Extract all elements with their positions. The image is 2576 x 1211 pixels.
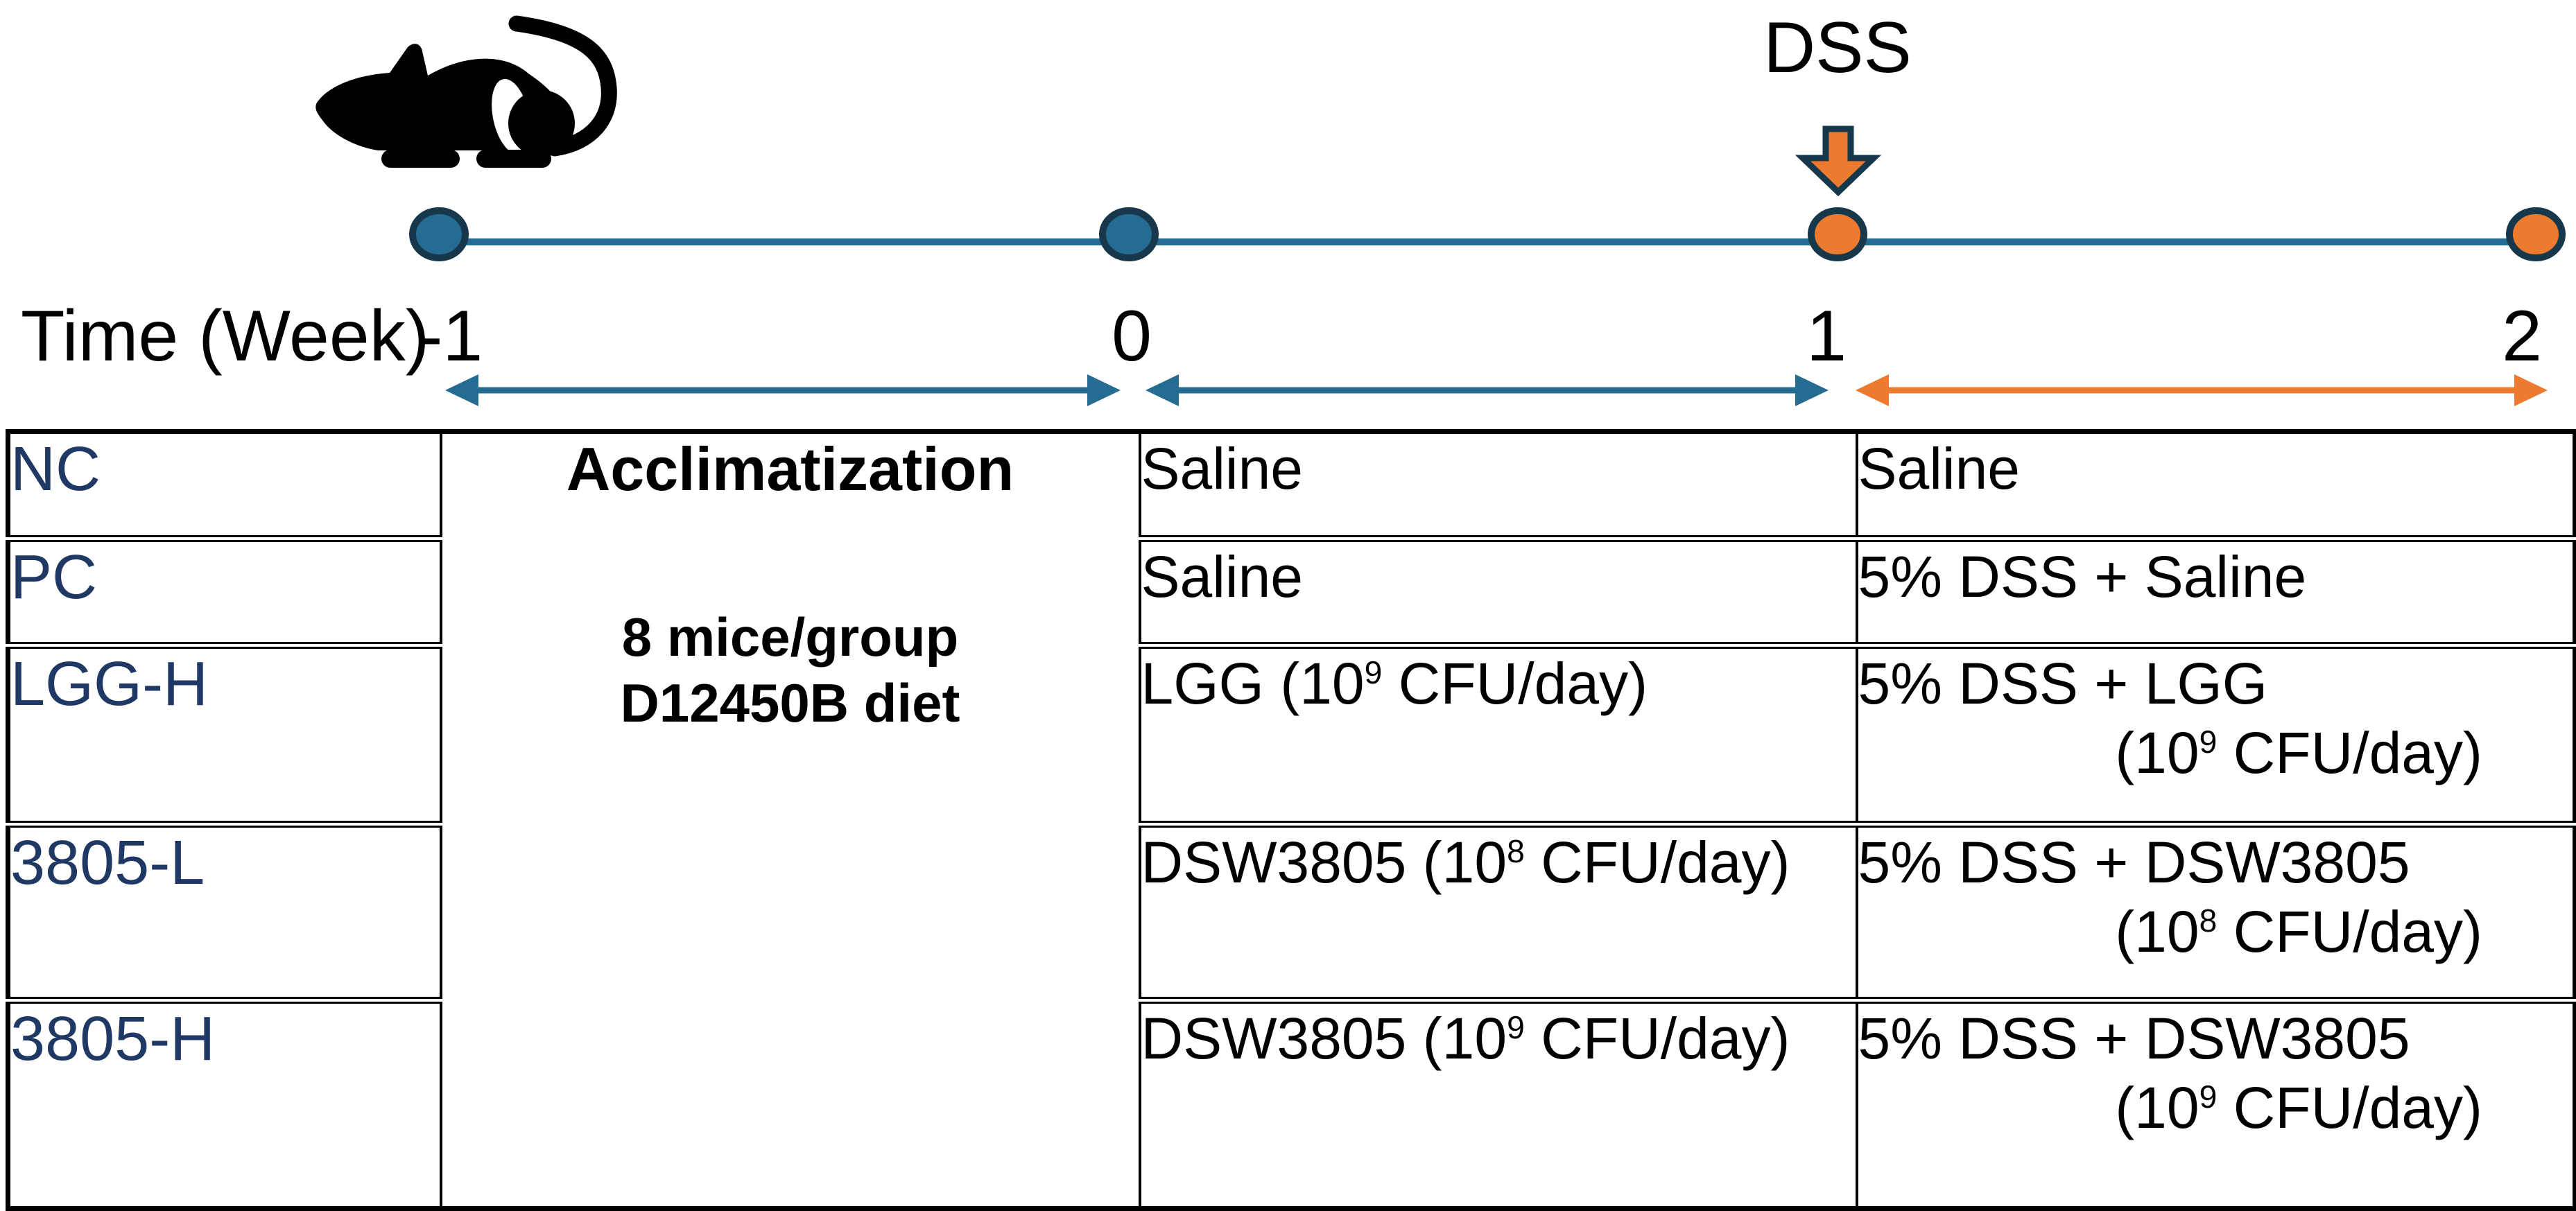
- phase-arrow-dss-period: [1856, 374, 2548, 406]
- tick-week-1: 1: [1806, 296, 1847, 376]
- table-row: LGG-H LGG (109 CFU/day) 5% DSS + LGG (10…: [6, 641, 2575, 824]
- tick-week-minus1: -1: [418, 296, 483, 376]
- table-row: 3805-L DSW3805 (108 CFU/day) 5% DSS + DS…: [6, 820, 2575, 1000]
- group-label-pc: PC: [6, 534, 441, 645]
- dss-annotation-label: DSS: [1763, 8, 1912, 88]
- group-label-3805-l: 3805-L: [6, 820, 441, 1000]
- treatment-table: NC Acclimatization 8 mice/group D12450B …: [6, 429, 2576, 1211]
- week1-marker: [1808, 207, 1867, 261]
- acclimatization-label: Acclimatization: [566, 435, 1014, 503]
- timeline-graphic: [409, 125, 2566, 406]
- phase-arrow-acclimatization: [445, 374, 1121, 406]
- tick-week-0: 0: [1112, 296, 1152, 376]
- mouse-tail: [508, 15, 617, 157]
- mouse-icon: [315, 15, 617, 168]
- group-label-3805-h: 3805-H: [6, 996, 441, 1209]
- week0-1-treatment-3805-h: DSW3805 (109 CFU/day): [1138, 996, 1857, 1209]
- week0-1-treatment-3805-l: DSW3805 (108 CFU/day): [1138, 820, 1857, 1000]
- week1-2-treatment-3805-l: 5% DSS + DSW3805 (108 CFU/day): [1855, 820, 2575, 1000]
- week0-marker: [1099, 207, 1159, 261]
- tick-week-2: 2: [2502, 296, 2542, 376]
- week1-2-treatment-nc: Saline: [1855, 431, 2575, 539]
- table-row: NC Acclimatization 8 mice/group D12450B …: [6, 431, 2575, 1209]
- diet-label: D12450B diet: [620, 672, 960, 734]
- week0-1-treatment-lgg-h: LGG (109 CFU/day): [1138, 641, 1857, 824]
- dss-down-arrow-icon: [1795, 125, 1882, 197]
- time-axis-label: Time (Week): [21, 296, 430, 376]
- week-minus1-marker: [409, 207, 469, 261]
- week1-2-treatment-lgg-h: 5% DSS + LGG (109 CFU/day): [1855, 641, 2575, 824]
- week0-1-treatment-pc: Saline: [1138, 534, 1857, 645]
- table-row: 3805-H DSW3805 (109 CFU/day) 5% DSS + DS…: [6, 996, 2575, 1209]
- table-row: PC Saline 5% DSS + Saline: [6, 534, 2575, 645]
- mouse-hind-foot: [476, 150, 551, 168]
- group-label-nc: NC: [6, 431, 441, 539]
- week2-marker: [2506, 207, 2566, 261]
- week0-1-treatment-nc: Saline: [1138, 431, 1857, 539]
- week1-2-treatment-3805-h: 5% DSS + DSW3805 (109 CFU/day): [1855, 996, 2575, 1209]
- group-label-lgg-h: LGG-H: [6, 641, 441, 824]
- mouse-front-foot: [381, 150, 460, 168]
- mouse-haunch: [508, 90, 575, 157]
- week1-2-treatment-pc: 5% DSS + Saline: [1855, 534, 2575, 645]
- mice-per-group-label: 8 mice/group: [621, 607, 959, 668]
- acclimatization-cell: Acclimatization 8 mice/group D12450B die…: [439, 431, 1140, 1209]
- phase-arrow-pretreatment: [1146, 374, 1829, 406]
